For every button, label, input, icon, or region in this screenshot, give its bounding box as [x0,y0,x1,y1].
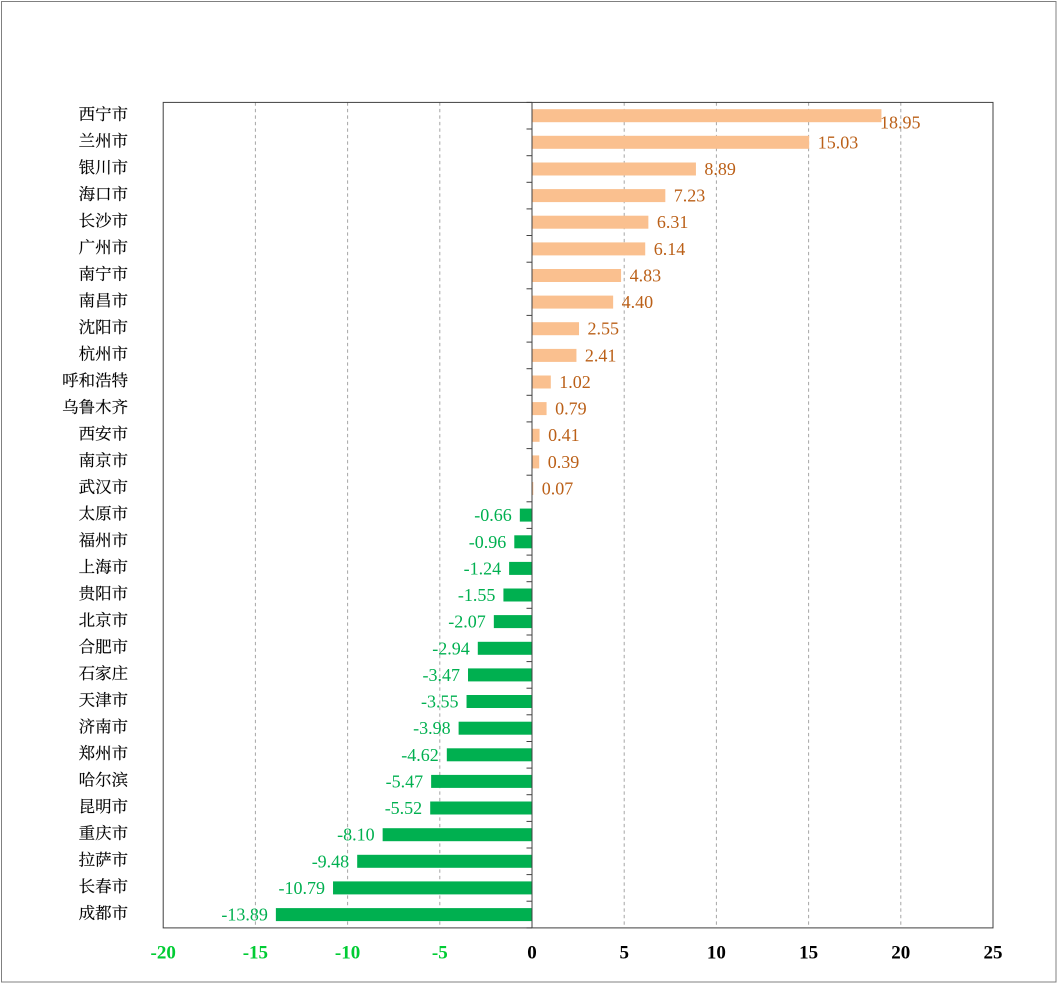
svg-text:-5: -5 [432,943,448,964]
svg-text:-0.96: -0.96 [469,532,507,552]
svg-text:20: 20 [891,943,910,964]
svg-text:15.03: 15.03 [818,132,859,152]
svg-text:4.83: 4.83 [630,266,662,286]
svg-text:7.23: 7.23 [674,186,706,206]
svg-text:15: 15 [799,943,818,964]
svg-text:-1.24: -1.24 [464,558,502,578]
svg-text:-13.89: -13.89 [221,905,268,925]
svg-text:-2.94: -2.94 [432,638,470,658]
svg-text:0.39: 0.39 [548,452,580,472]
svg-text:-10: -10 [335,943,360,964]
svg-text:-8.10: -8.10 [337,825,375,845]
svg-text:-10.79: -10.79 [279,878,326,898]
svg-text:0.07: 0.07 [542,479,574,499]
svg-text:1.02: 1.02 [559,372,591,392]
svg-text:-20: -20 [151,943,176,964]
svg-text:-3.55: -3.55 [421,692,459,712]
svg-text:18.95: 18.95 [880,112,921,132]
svg-text:6.14: 6.14 [654,239,686,259]
svg-text:0.41: 0.41 [548,425,580,445]
svg-text:0.79: 0.79 [555,399,587,419]
svg-text:-0.66: -0.66 [474,505,512,525]
svg-text:-3.47: -3.47 [423,665,461,685]
svg-text:-2.07: -2.07 [448,612,486,632]
svg-text:0: 0 [527,943,537,964]
svg-text:-1.55: -1.55 [458,585,496,605]
svg-text:-5.52: -5.52 [385,798,423,818]
svg-text:-3.98: -3.98 [413,718,451,738]
svg-text:4.40: 4.40 [622,292,654,312]
svg-text:6.31: 6.31 [657,212,689,232]
svg-text:-5.47: -5.47 [386,771,424,791]
svg-text:-4.62: -4.62 [401,745,439,765]
svg-text:8.89: 8.89 [704,159,736,179]
svg-text:-15: -15 [243,943,268,964]
svg-text:2.41: 2.41 [585,345,617,365]
svg-text:-9.48: -9.48 [312,851,350,871]
svg-text:5: 5 [619,943,629,964]
svg-text:25: 25 [984,943,1003,964]
svg-text:10: 10 [707,943,726,964]
svg-text:2.55: 2.55 [588,319,620,339]
